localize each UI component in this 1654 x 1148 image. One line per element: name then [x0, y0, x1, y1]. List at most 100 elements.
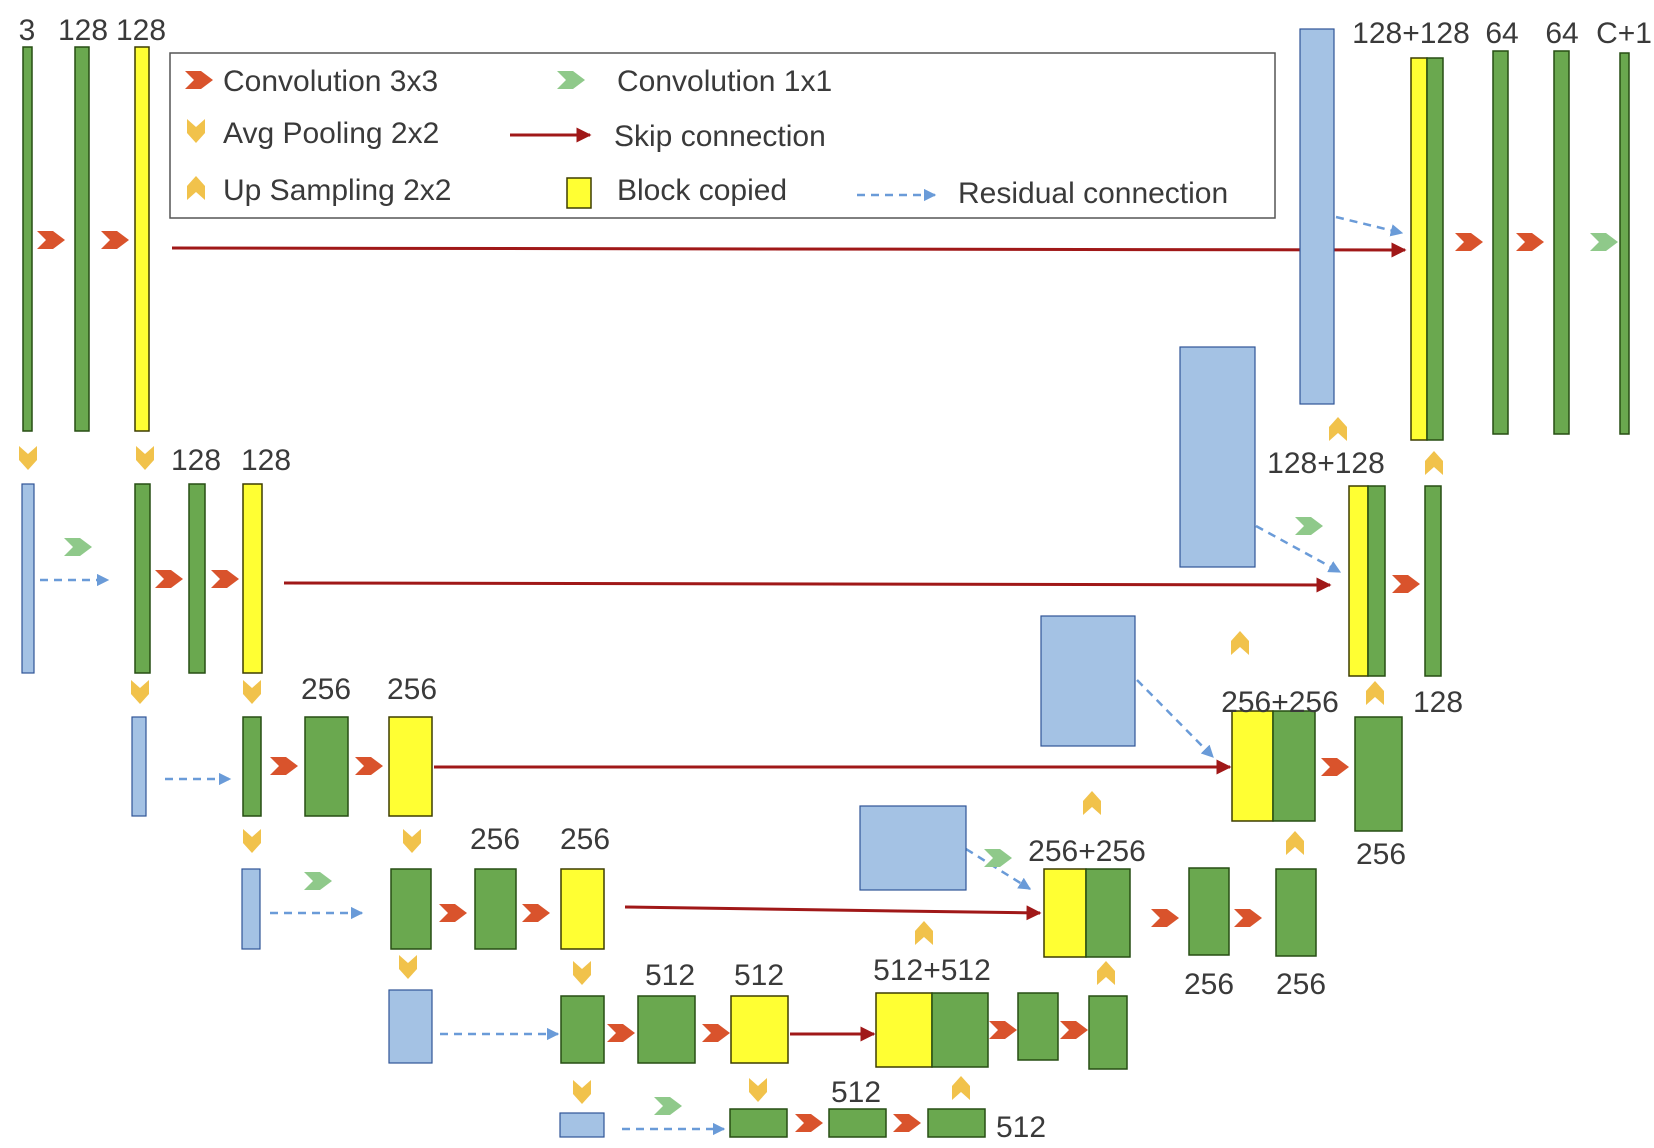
enc-l3-pool-block: [242, 716, 262, 817]
enc-l5-pool-block: [560, 995, 605, 1064]
decoder: [859, 28, 1630, 1070]
conv3x3-icon: [1455, 233, 1483, 251]
channel-label: 256: [301, 673, 351, 706]
channel-label: 256+256: [1028, 835, 1146, 868]
skip-connection-level-2: [283, 577, 1332, 593]
up-sampling-icon: [1425, 451, 1443, 475]
conv3x3-icon: [37, 231, 65, 249]
dec-l5-conv-block-2: [1088, 995, 1128, 1070]
channel-label: 512: [996, 1111, 1046, 1144]
conv3x3-icon: [607, 1024, 635, 1042]
skip-connection-level-1: [171, 242, 1407, 258]
up-sampling-icon: [1097, 961, 1115, 985]
channel-label: 128: [171, 444, 221, 477]
up-sampling-icon: [1083, 791, 1101, 815]
dec-l5-copied-block: [875, 992, 933, 1068]
enc-l1-copied-block: [134, 46, 150, 432]
block-copied-legend-swatch: [566, 177, 592, 209]
avg-pooling-icon: [243, 680, 261, 704]
conv1x1-icon: [984, 849, 1012, 867]
skip-connection-level-4: [624, 905, 1042, 921]
channel-labels: 3 128 128 128+128 64 64 C+1 128 128 128+…: [19, 14, 1652, 1144]
residual-dec-level-4: [965, 847, 1032, 891]
bottleneck-pool-block: [729, 1108, 788, 1138]
avg-pooling-icon: [243, 829, 261, 853]
up-sampling-icon: [1286, 831, 1304, 855]
conv1x1-icon: [1590, 233, 1618, 251]
input-block: [22, 46, 33, 432]
dec-l4-upsampled-block: [1085, 868, 1131, 958]
enc-l1-conv-block: [74, 46, 90, 432]
enc-l4-residual-block: [241, 868, 261, 950]
enc-l3-conv-block: [304, 716, 349, 817]
conv3x3-icon: [439, 904, 467, 922]
dec-l1-conv-block-2: [1553, 50, 1570, 435]
dec-l1-copied-block: [1410, 57, 1428, 441]
dec-l3-upsampled-block: [1272, 710, 1316, 822]
enc-l4-copied-block: [560, 868, 605, 950]
skip-connections: [171, 242, 1407, 1042]
channel-label: 128: [241, 444, 291, 477]
legend-skip: Skip connection: [614, 120, 826, 153]
channel-label: C+1: [1596, 17, 1652, 50]
channel-label: 128: [58, 14, 108, 47]
up-sampling-icon: [952, 1076, 970, 1100]
dec-l4-conv-block-1: [1188, 867, 1230, 956]
residual-connections: [40, 215, 1404, 1136]
channel-label: 128+128: [1267, 447, 1385, 480]
conv1x1-icon: [654, 1097, 682, 1115]
residual-dec-level-1: [1335, 215, 1404, 237]
legend-upsample: Up Sampling 2x2: [223, 174, 451, 207]
conv3x3-icon: [893, 1114, 921, 1132]
channel-label: 256: [1356, 838, 1406, 871]
conv3x3-icon: [211, 570, 239, 588]
residual-dec-level-2: [1255, 524, 1342, 574]
avg-pooling-icon: [573, 961, 591, 985]
enc-l4-conv-block: [474, 868, 517, 950]
conv3x3-icon: [522, 904, 550, 922]
avg-pooling-icon: [749, 1078, 767, 1102]
dec-l3-residual-block: [1040, 615, 1136, 747]
avg-pooling-icon: [131, 680, 149, 704]
dec-l1-upsampled-block: [1426, 57, 1444, 441]
enc-l5-residual-block: [388, 989, 433, 1064]
dec-l5-conv-block-1: [1017, 992, 1059, 1061]
legend-conv3x3: Convolution 3x3: [223, 65, 438, 98]
output-block: [1619, 52, 1630, 435]
dec-l1-conv-block-1: [1492, 50, 1509, 435]
channel-label: 256: [1184, 968, 1234, 1001]
channel-label: 512+512: [873, 954, 991, 987]
conv1x1-icon: [64, 538, 92, 556]
channel-label: 3: [19, 14, 36, 47]
enc-l4-pool-block: [390, 868, 432, 950]
enc-l2-residual-block: [21, 483, 35, 674]
legend-box: [169, 52, 1276, 219]
conv3x3-icon: [101, 231, 129, 249]
channel-label: 512: [734, 959, 784, 992]
up-sampling-icon: [1366, 681, 1384, 705]
residual-dec-level-3: [1136, 679, 1214, 758]
conv3x3-icon: [1151, 909, 1179, 927]
avg-pooling-icon: [573, 1080, 591, 1104]
dec-l5-upsampled-block: [931, 992, 989, 1068]
conv3x3-icon: [702, 1024, 730, 1042]
enc-l2-copied-block: [242, 483, 263, 674]
enc-l5-copied-block: [730, 995, 789, 1064]
up-sampling-icon: [1329, 417, 1347, 441]
avg-pooling-icon: [399, 955, 417, 979]
enc-l6-residual-block: [559, 1112, 605, 1138]
conv1x1-icon: [304, 872, 332, 890]
channel-label: 256+256: [1221, 686, 1339, 719]
enc-l2-pool-block: [134, 483, 151, 674]
avg-pooling-icon: [136, 446, 154, 470]
legend-residual: Residual connection: [958, 177, 1228, 210]
conv3x3-icon: [1234, 909, 1262, 927]
conv3x3-icon: [1060, 1021, 1088, 1039]
channel-label: 256: [1276, 968, 1326, 1001]
enc-l3-residual-block: [131, 716, 147, 817]
conv3x3-icon: [1516, 233, 1544, 251]
enc-l3-copied-block: [388, 716, 433, 817]
conv3x3-icon: [270, 757, 298, 775]
conv3x3-icon: [1392, 575, 1420, 593]
channel-label: 128: [1413, 686, 1463, 719]
